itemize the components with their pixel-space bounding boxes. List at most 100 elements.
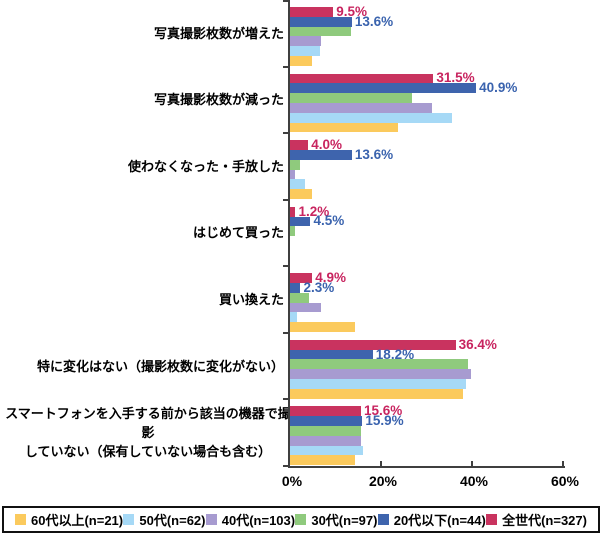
legend-swatch <box>377 514 389 525</box>
bar-s1-c5 <box>290 349 373 360</box>
bar-s3-c2 <box>290 169 295 180</box>
y-axis-tick <box>283 65 288 68</box>
bar-s3-c4 <box>290 302 321 313</box>
y-axis-tick <box>283 331 288 334</box>
value-label-s1-c1: 40.9% <box>479 80 518 96</box>
bar-s5-c2 <box>290 189 312 199</box>
legend-label: 50代(n=62) <box>139 513 206 528</box>
bar-s0-c4 <box>290 273 313 284</box>
value-label-s0-c1: 31.5% <box>436 70 475 86</box>
legend-swatch <box>295 514 307 525</box>
value-label-s0-c4: 4.9% <box>315 270 347 286</box>
y-axis-tick <box>283 198 288 201</box>
legend-item-2: 40代(n=103) <box>205 510 296 529</box>
legend-label: 60代以上(n=21) <box>31 513 124 528</box>
legend-label: 30代(n=97) <box>311 513 378 528</box>
value-label-s1-c3: 4.5% <box>313 213 345 229</box>
legend-item-1: 50代(n=62) <box>123 510 206 529</box>
bar-s5-c1 <box>290 122 399 133</box>
value-label-s1-c0: 13.6% <box>354 13 394 29</box>
bar-s4-c6 <box>290 445 364 456</box>
y-axis-tick <box>283 465 288 467</box>
bar-s5-c0 <box>290 56 312 66</box>
value-label-s1-c6: 15.9% <box>365 413 404 429</box>
bar-s2-c3 <box>290 226 295 237</box>
bar-s5-c6 <box>290 455 356 466</box>
category-label-0: 写真撮影枚数が増えた <box>0 0 284 67</box>
bar-s0-c2 <box>290 140 309 150</box>
legend-item-4: 20代以下(n=44) <box>377 510 486 529</box>
legend-swatch <box>123 514 135 525</box>
bar-s2-c4 <box>290 292 309 303</box>
value-label-s0-c0: 9.5% <box>336 3 367 19</box>
category-label-line: 特に変化はない（撮影枚数に変化がない） <box>36 358 284 374</box>
bar-s0-c6 <box>290 406 361 417</box>
bar-s2-c2 <box>290 159 300 170</box>
bar-s0-c1 <box>290 73 434 84</box>
legend: 60代以上(n=21) 50代(n=62) 40代(n=103) 30代(n=97) 2… <box>2 506 600 533</box>
x-axis-label-40: 40% <box>459 473 489 489</box>
category-label-line: 買い換えた <box>218 292 284 308</box>
legend-swatch <box>486 514 498 525</box>
bar-s4-c2 <box>290 179 305 190</box>
legend-swatch <box>205 514 217 525</box>
legend-label: 40代(n=103) <box>221 513 296 528</box>
x-axis-tick-60 <box>562 461 564 466</box>
category-label-line: スマートフォンを入手する前から該当の機器で撮影 <box>5 406 291 441</box>
category-label-3: はじめて買った <box>0 200 284 267</box>
bar-s2-c6 <box>290 426 361 436</box>
bar-s2-c0 <box>290 26 351 37</box>
category-label-1: 写真撮影枚数が減った <box>0 67 284 134</box>
legend-swatch <box>15 514 26 525</box>
bar-s3-c6 <box>290 435 361 446</box>
value-label-s1-c5: 18.2% <box>375 346 415 362</box>
bar-s3-c1 <box>290 102 432 113</box>
bar-s4-c4 <box>290 312 298 323</box>
legend-item-5: 全世代(n=327) <box>486 510 587 529</box>
legend-label: 全世代(n=327) <box>502 513 587 528</box>
bar-s1-c1 <box>290 83 477 94</box>
value-label-s0-c3: 1.2% <box>298 203 330 219</box>
category-label-5: 特に変化はない（撮影枚数に変化がない） <box>0 333 284 400</box>
bar-s1-c0 <box>290 16 352 27</box>
bar-s4-c0 <box>290 46 320 56</box>
bar-s0-c0 <box>290 7 334 17</box>
category-label-line: はじめて買った <box>192 225 284 241</box>
bar-s0-c5 <box>290 339 456 350</box>
x-axis-label-60: 60% <box>550 473 580 489</box>
x-axis-label-0: 0% <box>281 473 303 489</box>
category-label-line: 使わなくなった・手放した <box>127 158 284 174</box>
bar-s1-c2 <box>290 149 352 160</box>
bar-s5-c5 <box>290 388 464 399</box>
category-label-line: 写真撮影枚数が増えた <box>153 25 284 41</box>
x-axis-tick-40 <box>471 461 473 466</box>
bar-s3-c5 <box>290 369 472 380</box>
bar-s2-c5 <box>290 359 469 370</box>
y-axis-tick <box>283 132 288 135</box>
bar-s0-c3 <box>290 206 296 217</box>
category-label-2: 使わなくなった・手放した <box>0 133 284 200</box>
bar-s1-c6 <box>290 416 363 427</box>
category-label-6: スマートフォンを入手する前から該当の機器で撮影 していない（保有していない場合も含… <box>0 399 296 466</box>
x-axis-tick-20 <box>380 461 382 466</box>
y-axis-line <box>288 0 290 468</box>
value-label-s0-c6: 15.6% <box>363 403 403 419</box>
bar-s2-c1 <box>290 93 412 103</box>
legend-item-3: 30代(n=97) <box>295 510 377 529</box>
value-label-s0-c2: 4.0% <box>311 137 342 153</box>
value-label-s0-c5: 36.4% <box>458 336 497 352</box>
bar-s5-c4 <box>290 322 356 333</box>
y-axis-tick <box>283 0 288 2</box>
x-axis-label-20: 20% <box>368 473 398 489</box>
bar-s1-c3 <box>290 216 311 227</box>
legend-item-0: 60代以上(n=21) <box>15 510 123 529</box>
value-label-s1-c4: 2.3% <box>303 279 335 295</box>
y-axis-tick <box>283 398 288 401</box>
category-label-line: 写真撮影枚数が減った <box>153 92 284 108</box>
legend-label: 20代以下(n=44) <box>393 513 486 528</box>
category-label-4: 買い換えた <box>0 266 284 333</box>
value-label-s1-c2: 13.6% <box>354 146 394 162</box>
bar-s3-c0 <box>290 36 321 47</box>
bar-s4-c5 <box>290 379 467 389</box>
